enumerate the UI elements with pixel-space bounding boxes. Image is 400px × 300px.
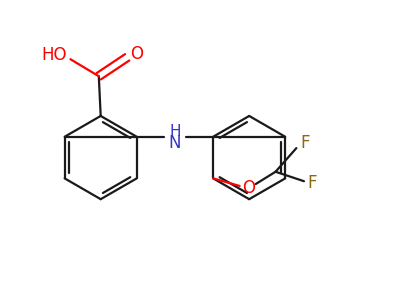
Text: O: O: [242, 179, 255, 197]
Text: N: N: [169, 134, 181, 152]
Text: H: H: [169, 124, 181, 139]
Text: F: F: [308, 174, 317, 192]
Text: O: O: [130, 46, 143, 64]
Text: HO: HO: [42, 46, 67, 64]
Text: F: F: [300, 134, 310, 152]
